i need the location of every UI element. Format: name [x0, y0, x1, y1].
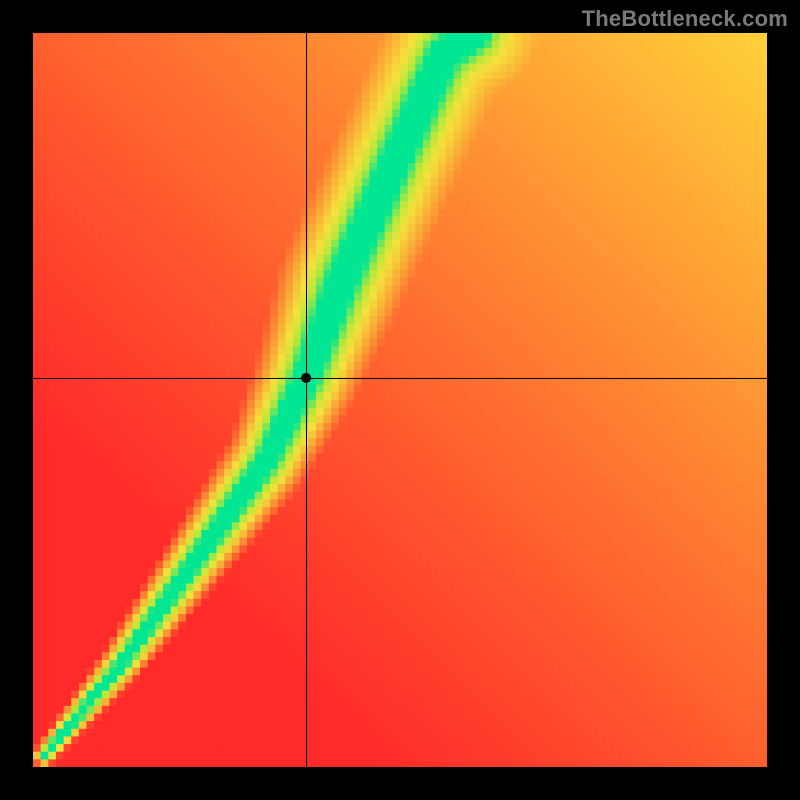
chart-container: TheBottleneck.com [0, 0, 800, 800]
heatmap-canvas [33, 33, 767, 767]
watermark-text: TheBottleneck.com [582, 6, 788, 32]
